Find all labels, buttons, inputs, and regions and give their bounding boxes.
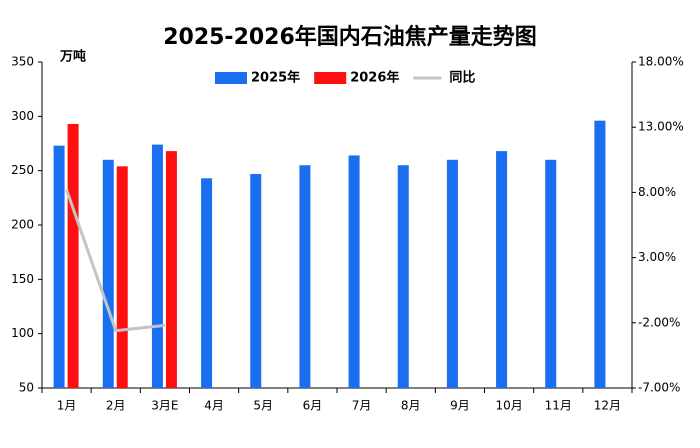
bar	[496, 151, 508, 388]
legend-swatch	[314, 72, 347, 84]
bar	[446, 159, 458, 388]
x-tick-label: 1月	[57, 399, 77, 413]
bar	[201, 178, 213, 388]
bar	[594, 120, 606, 389]
x-tick-label: 5月	[253, 399, 273, 413]
bar	[348, 155, 360, 388]
y2-tick-label: 8.00%	[638, 185, 676, 199]
x-tick-label: 4月	[204, 399, 224, 413]
bar	[116, 166, 128, 388]
y-tick-label: 250	[11, 163, 34, 177]
x-tick-label: 2月	[106, 399, 126, 413]
y-tick-label: 300	[11, 109, 34, 123]
bar	[397, 165, 409, 388]
line-series	[65, 189, 166, 333]
bar	[102, 159, 114, 388]
x-tick-label: 3月E	[151, 399, 178, 413]
bar	[67, 123, 79, 388]
x-tick-label: 12月	[594, 399, 621, 413]
x-tick-label: 10月	[495, 399, 522, 413]
x-tick-label: 9月	[450, 399, 470, 413]
legend-label: 2026年	[350, 70, 399, 86]
bar	[165, 151, 177, 388]
y2-tick-label: 18.00%	[638, 55, 684, 69]
bar	[151, 144, 163, 388]
x-tick-label: 11月	[545, 399, 572, 413]
y2-tick-label: -2.00%	[638, 315, 680, 329]
y-tick-label: 350	[11, 55, 34, 69]
y2-tick-label: -7.00%	[638, 381, 680, 395]
y2-tick-label: 3.00%	[638, 250, 676, 264]
legend-label: 2025年	[251, 70, 300, 86]
bar	[250, 173, 262, 388]
bar	[545, 159, 557, 388]
y-tick-label: 100	[11, 326, 34, 340]
y-tick-label: 50	[19, 381, 34, 395]
chart-title: 2025-2026年国内石油焦产量走势图	[163, 24, 537, 50]
y-tick-label: 150	[11, 272, 34, 286]
y-axis-label: 万吨	[59, 49, 86, 65]
bar	[53, 145, 65, 388]
x-tick-label: 8月	[401, 399, 421, 413]
legend-swatch	[215, 72, 247, 84]
y-tick-label: 200	[11, 218, 34, 232]
x-tick-label: 6月	[303, 399, 323, 413]
legend-label: 同比	[449, 70, 475, 86]
bar	[299, 165, 311, 388]
x-tick-label: 7月	[352, 399, 372, 413]
y2-tick-label: 13.00%	[638, 120, 684, 134]
